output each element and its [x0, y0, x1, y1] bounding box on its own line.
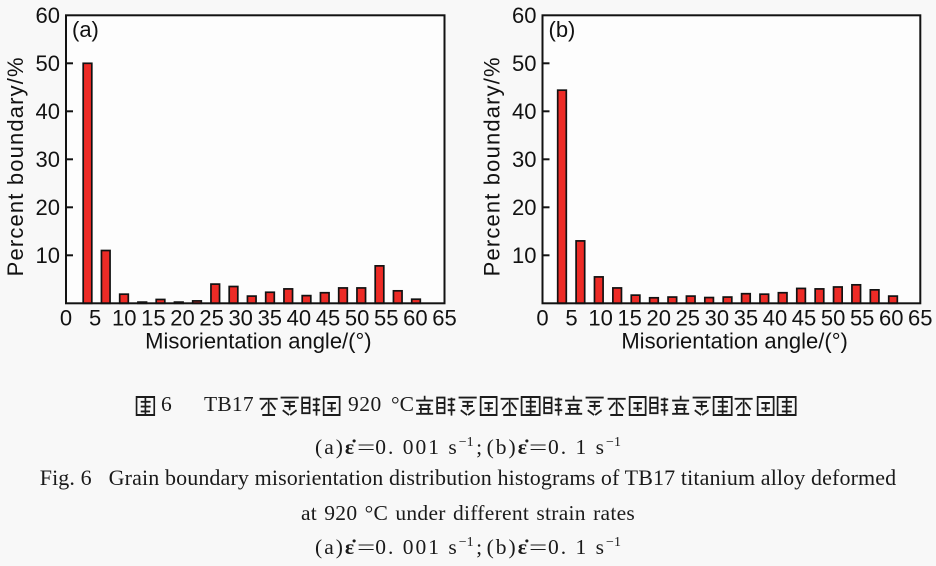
svg-text:30: 30 [228, 306, 252, 331]
svg-text:20: 20 [36, 195, 60, 220]
svg-text:15: 15 [617, 306, 641, 331]
svg-text:10: 10 [588, 306, 612, 331]
svg-text:55: 55 [850, 306, 874, 331]
svg-text:60: 60 [36, 3, 60, 28]
svg-text:0: 0 [60, 306, 72, 331]
svg-text:Misorientation angle/(°): Misorientation angle/(°) [621, 329, 847, 354]
svg-text:20: 20 [170, 306, 194, 331]
svg-text:50: 50 [821, 306, 845, 331]
svg-text:40: 40 [763, 306, 787, 331]
svg-text:5: 5 [89, 306, 101, 331]
svg-text:35: 35 [258, 306, 282, 331]
svg-text:40: 40 [287, 306, 311, 331]
svg-text:10: 10 [512, 243, 536, 268]
svg-text:(a): (a) [72, 17, 99, 42]
svg-text:45: 45 [316, 306, 340, 331]
svg-text:60: 60 [512, 3, 536, 28]
svg-text:10: 10 [36, 243, 60, 268]
svg-text:10: 10 [112, 306, 136, 331]
svg-text:0: 0 [536, 306, 548, 331]
svg-text:20: 20 [647, 306, 671, 331]
svg-text:25: 25 [676, 306, 700, 331]
svg-text:Percent boundary/%: Percent boundary/% [3, 56, 28, 276]
svg-text:50: 50 [512, 51, 536, 76]
svg-text:65: 65 [908, 306, 932, 331]
svg-text:(b): (b) [549, 17, 576, 42]
svg-text:40: 40 [36, 99, 60, 124]
svg-text:Misorientation angle/(°): Misorientation angle/(°) [145, 329, 371, 354]
svg-text:50: 50 [36, 51, 60, 76]
svg-text:15: 15 [141, 306, 165, 331]
svg-text:60: 60 [403, 306, 427, 331]
svg-text:40: 40 [512, 99, 536, 124]
svg-text:55: 55 [374, 306, 398, 331]
svg-text:65: 65 [432, 306, 456, 331]
svg-text:50: 50 [345, 306, 369, 331]
svg-text:30: 30 [512, 147, 536, 172]
svg-text:35: 35 [734, 306, 758, 331]
svg-text:45: 45 [792, 306, 816, 331]
svg-text:20: 20 [512, 195, 536, 220]
svg-text:30: 30 [705, 306, 729, 331]
svg-text:30: 30 [36, 147, 60, 172]
svg-text:5: 5 [565, 306, 577, 331]
svg-text:25: 25 [199, 306, 223, 331]
svg-text:60: 60 [879, 306, 903, 331]
svg-text:Percent boundary/%: Percent boundary/% [480, 56, 505, 276]
